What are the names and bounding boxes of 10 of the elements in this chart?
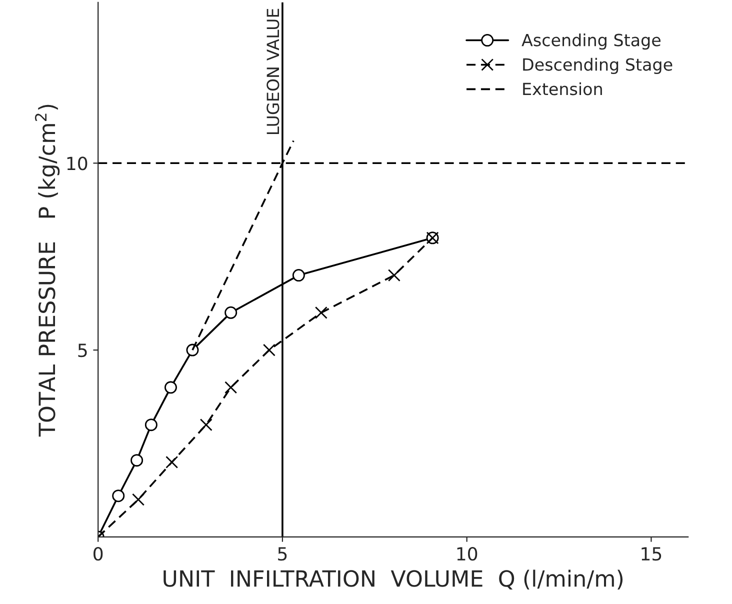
x-tick-label: 10: [457, 546, 478, 561]
x-axis-title: UNIT INFILTRATION VOLUME Q (l/min/m): [164, 570, 623, 590]
x-tick-label: 15: [642, 547, 662, 561]
x-tick-label: 5: [278, 547, 287, 561]
ref-line-label: LUGEON VALUE: [266, 8, 280, 134]
legend-label: Extension: [523, 82, 602, 96]
y-axis-title: TOTAL PRESSURE P (kg/cm$^{2}$): [34, 104, 60, 437]
legend-label: Descending Stage: [523, 58, 672, 74]
legend-label: Ascending Stage: [522, 33, 660, 50]
x-tick-label: 0: [94, 546, 103, 561]
